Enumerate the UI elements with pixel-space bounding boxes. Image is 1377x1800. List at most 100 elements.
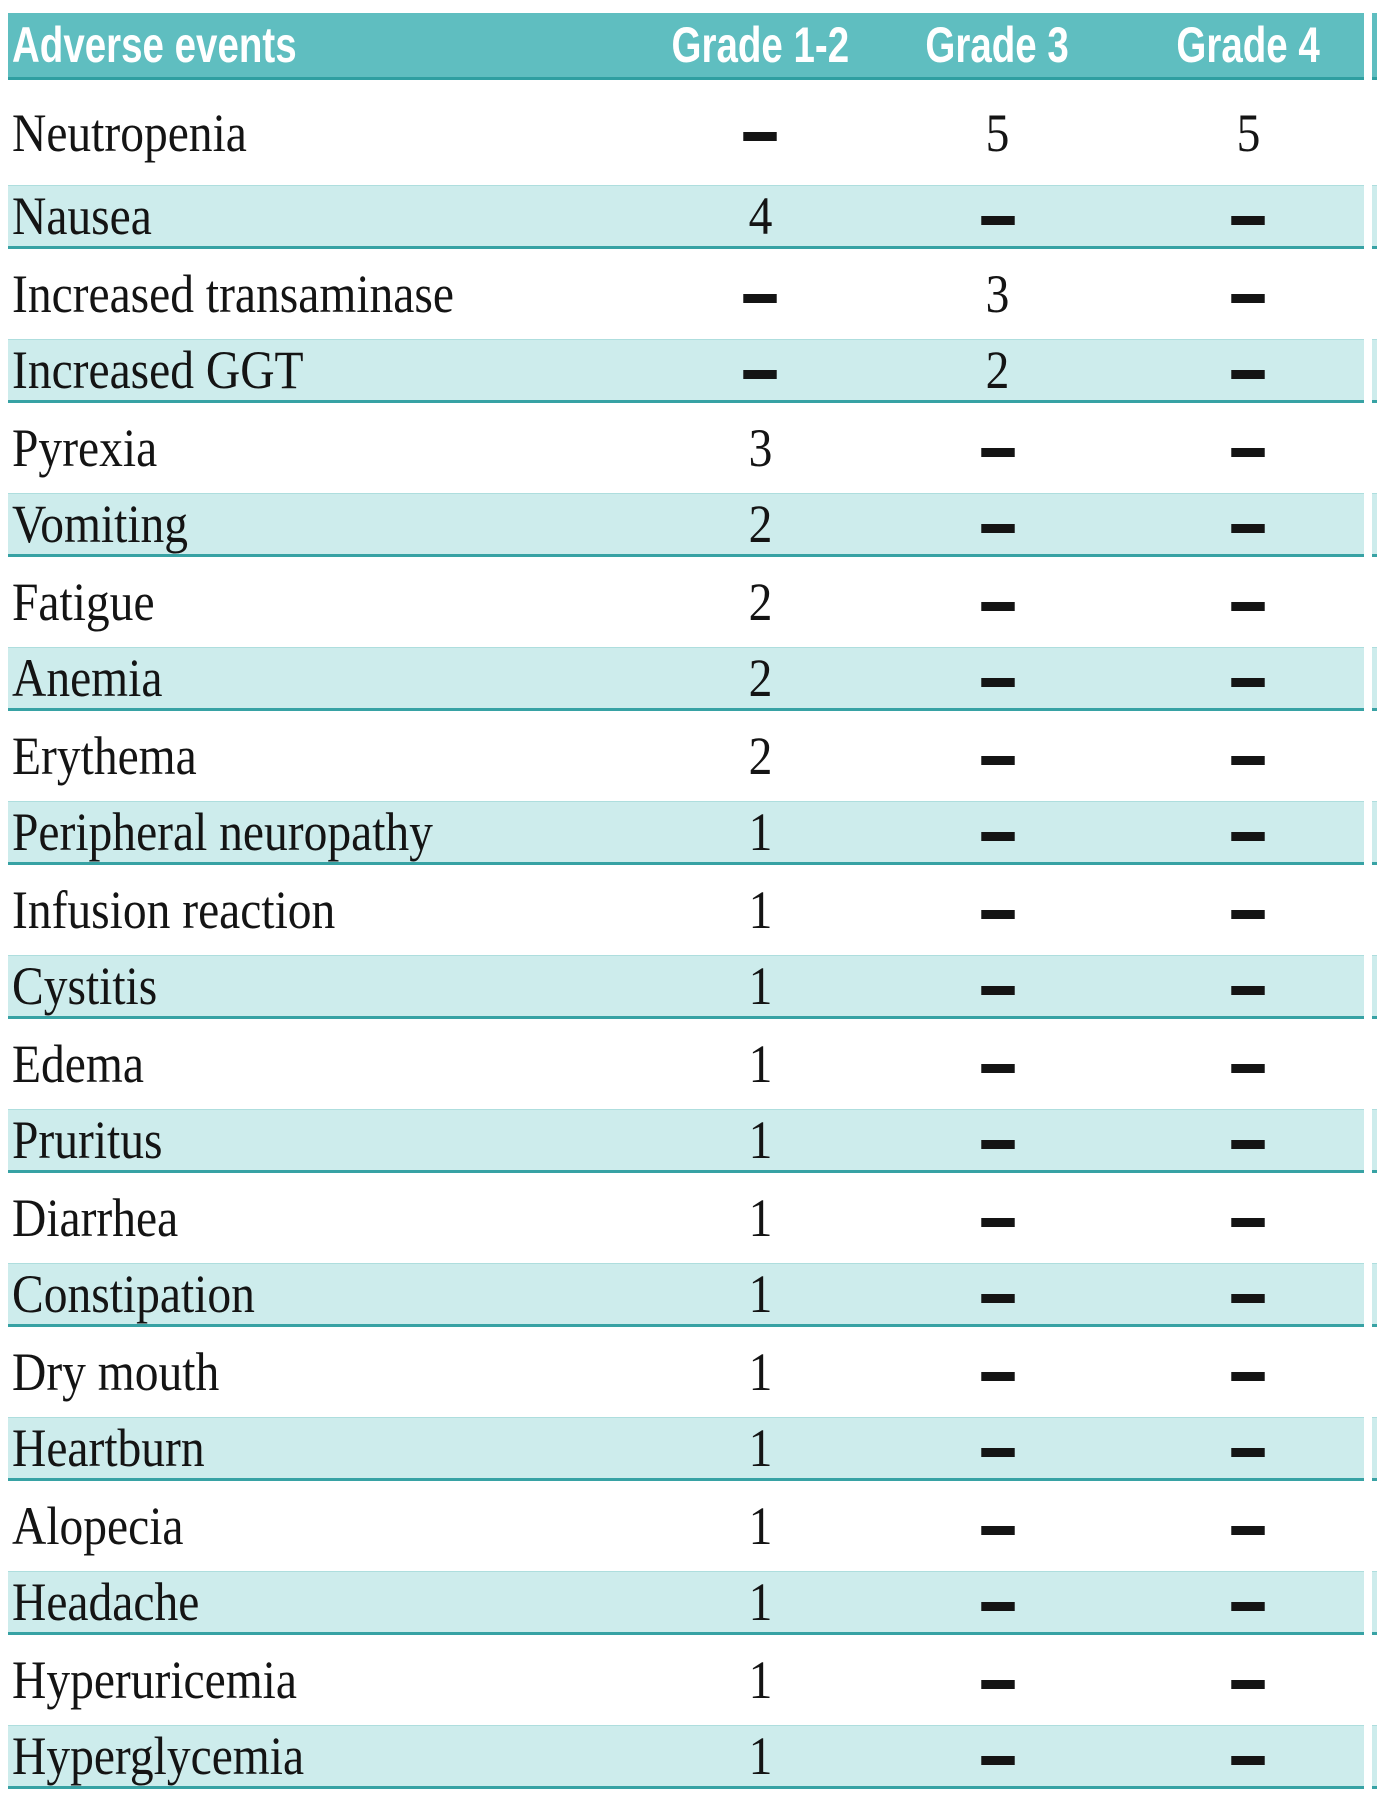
- grade-count-text: 1: [748, 880, 772, 940]
- table-header-row: Adverse events Grade 1-2 Grade 3 Grade 4: [8, 13, 1377, 80]
- grade-1-2-cell: 1: [644, 959, 876, 1013]
- no-data-dash: –: [1231, 216, 1264, 225]
- table-row: Hyperglycemia 1 – –: [8, 1725, 1377, 1789]
- grade-4-cell: –: [1119, 1285, 1377, 1303]
- no-data-dash: –: [981, 524, 1014, 533]
- table-row: Edema 1 – –: [8, 1019, 1377, 1109]
- grade-1-2-cell: 2: [644, 497, 876, 551]
- event-name-cell: Peripheral neuropathy: [8, 805, 644, 859]
- no-data-dash: –: [1231, 1372, 1264, 1381]
- header-cell-grade-4: Grade 4: [1119, 20, 1377, 70]
- table-row: Hyperuricemia 1 – –: [8, 1635, 1377, 1725]
- event-name-cell: Constipation: [8, 1267, 644, 1321]
- grade-4-cell: –: [1119, 1439, 1377, 1457]
- header-label-grade-1-2: Grade 1-2: [671, 17, 849, 73]
- grade-1-2-cell: 1: [644, 1729, 876, 1783]
- event-name-cell: Dry mouth: [8, 1345, 644, 1399]
- grade-4-cell: –: [1119, 515, 1377, 533]
- grade-3-cell: 5: [876, 106, 1119, 160]
- grade-4-cell: –: [1119, 439, 1377, 457]
- event-name-text: Nausea: [12, 186, 152, 246]
- no-data-dash: –: [981, 756, 1014, 765]
- no-data-dash: –: [981, 216, 1014, 225]
- no-data-dash: –: [743, 370, 776, 379]
- no-data-dash: –: [981, 986, 1014, 995]
- event-name-cell: Pyrexia: [8, 421, 644, 475]
- event-name-cell: Infusion reaction: [8, 883, 644, 937]
- grade-count-text: 2: [748, 726, 772, 786]
- no-data-dash: –: [1231, 756, 1264, 765]
- no-data-dash: –: [1231, 524, 1264, 533]
- no-data-dash: –: [981, 1680, 1014, 1689]
- no-data-dash: –: [1231, 1756, 1264, 1765]
- no-data-dash: –: [981, 1602, 1014, 1611]
- event-name-text: Increased transaminase: [12, 264, 454, 324]
- grade-1-2-cell: 1: [644, 1575, 876, 1629]
- event-name-cell: Nausea: [8, 189, 644, 243]
- grade-count-text: 1: [748, 802, 772, 862]
- grade-3-cell: –: [876, 1055, 1119, 1073]
- grade-3-cell: –: [876, 439, 1119, 457]
- grade-1-2-cell: 1: [644, 1653, 876, 1707]
- event-name-text: Edema: [12, 1034, 144, 1094]
- grade-3-cell: –: [876, 1363, 1119, 1381]
- table-row: Alopecia 1 – –: [8, 1481, 1377, 1571]
- grade-3-cell: –: [876, 1285, 1119, 1303]
- grade-4-cell: –: [1119, 1055, 1377, 1073]
- grade-1-2-cell: 2: [644, 575, 876, 629]
- table-row: Vomiting 2 – –: [8, 493, 1377, 557]
- grade-3-cell: –: [876, 207, 1119, 225]
- event-name-text: Peripheral neuropathy: [12, 802, 433, 862]
- event-name-cell: Diarrhea: [8, 1191, 644, 1245]
- no-data-dash: –: [981, 1448, 1014, 1457]
- grade-4-cell: –: [1119, 207, 1377, 225]
- grade-4-cell: –: [1119, 1671, 1377, 1689]
- grade-1-2-cell: 1: [644, 1267, 876, 1321]
- event-name-cell: Edema: [8, 1037, 644, 1091]
- no-data-dash: –: [1231, 832, 1264, 841]
- grade-4-cell: –: [1119, 593, 1377, 611]
- no-data-dash: –: [1231, 1218, 1264, 1227]
- table-row: Pyrexia 3 – –: [8, 403, 1377, 493]
- grade-3-cell: –: [876, 669, 1119, 687]
- grade-3-cell: –: [876, 1131, 1119, 1149]
- grade-3-cell: 3: [876, 267, 1119, 321]
- grade-3-cell: –: [876, 1439, 1119, 1457]
- no-data-dash: –: [1231, 1448, 1264, 1457]
- no-data-dash: –: [981, 1756, 1014, 1765]
- no-data-dash: –: [743, 294, 776, 303]
- right-edge-gutter: [1364, 0, 1372, 1789]
- grade-count-text: 3: [748, 418, 772, 478]
- grade-4-cell: –: [1119, 1517, 1377, 1535]
- header-cell-grade-1-2: Grade 1-2: [644, 20, 876, 70]
- no-data-dash: –: [1231, 370, 1264, 379]
- no-data-dash: –: [1231, 678, 1264, 687]
- grade-3-cell: 2: [876, 343, 1119, 397]
- no-data-dash: –: [981, 678, 1014, 687]
- no-data-dash: –: [981, 1218, 1014, 1227]
- event-name-text: Neutropenia: [12, 102, 247, 163]
- header-label-adverse-events: Adverse events: [12, 17, 297, 73]
- grade-1-2-cell: 4: [644, 189, 876, 243]
- grade-1-2-cell: 1: [644, 1191, 876, 1245]
- table-row: Neutropenia–55: [8, 80, 1377, 185]
- grade-4-cell: –: [1119, 1363, 1377, 1381]
- grade-3-cell: –: [876, 1747, 1119, 1765]
- header-label-grade-3: Grade 3: [925, 17, 1070, 73]
- grade-4-cell: –: [1119, 1131, 1377, 1149]
- grade-count-text: 1: [748, 1418, 772, 1478]
- grade-count-text: 2: [985, 340, 1010, 400]
- no-data-dash: –: [1231, 1680, 1264, 1689]
- header-label-grade-4: Grade 4: [1176, 17, 1320, 73]
- grade-3-cell: –: [876, 1517, 1119, 1535]
- grade-count-text: 1: [748, 1572, 772, 1632]
- no-data-dash: –: [1231, 294, 1264, 303]
- event-name-text: Dry mouth: [12, 1342, 220, 1402]
- no-data-dash: –: [981, 448, 1014, 457]
- event-name-text: Erythema: [12, 726, 197, 786]
- table-row: Fatigue 2 – –: [8, 557, 1377, 647]
- grade-count-text: 1: [748, 1188, 772, 1248]
- event-name-text: Cystitis: [12, 956, 158, 1016]
- grade-count-text: 1: [748, 1264, 772, 1324]
- grade-count-text: 1: [748, 1726, 772, 1786]
